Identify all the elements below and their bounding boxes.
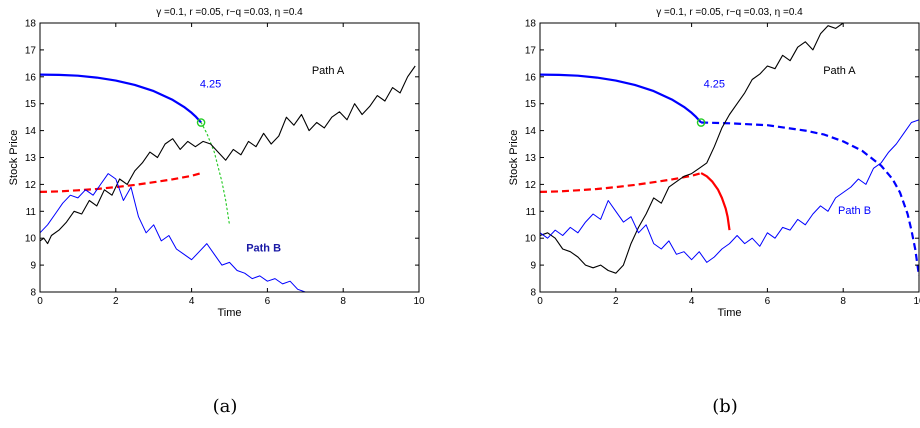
chart-title: γ =0.1, r =0.05, r−q =0.03, η =0.4: [656, 7, 803, 18]
y-tick-label: 17: [25, 45, 37, 56]
annotation-path-b: Path B: [246, 243, 281, 255]
x-axis-label: Time: [217, 307, 241, 319]
y-tick-label: 12: [25, 180, 37, 191]
annotation-path-a: Path A: [823, 65, 856, 77]
y-tick-label: 11: [26, 207, 37, 218]
series-line-2: [200, 121, 231, 226]
x-tick-label: 10: [413, 296, 425, 307]
series-line-6: [540, 119, 919, 263]
series-line-3: [540, 172, 702, 193]
y-tick-label: 16: [25, 72, 37, 83]
y-tick-label: 11: [526, 207, 537, 218]
y-tick-label: 13: [525, 153, 537, 164]
series-line-4: [700, 172, 731, 231]
y-tick-label: 10: [525, 234, 537, 245]
annotation-4-25: 4.25: [200, 79, 221, 91]
y-tick-label: 9: [530, 261, 536, 272]
x-tick-label: 4: [689, 296, 695, 307]
x-tick-label: 6: [765, 296, 771, 307]
y-tick-label: 12: [525, 180, 537, 191]
y-tick-label: 18: [25, 19, 37, 30]
y-tick-label: 8: [30, 288, 36, 299]
y-tick-label: 17: [525, 45, 537, 56]
x-tick-label: 8: [340, 296, 346, 307]
x-tick-label: 2: [613, 296, 619, 307]
x-tick-label: 2: [113, 296, 119, 307]
y-tick-label: 15: [525, 99, 537, 110]
series-group: [540, 23, 919, 277]
series-line-1: [40, 73, 202, 124]
y-tick-label: 9: [30, 261, 36, 272]
y-tick-label: 10: [25, 234, 37, 245]
x-tick-label: 8: [840, 296, 846, 307]
chart-title: γ =0.1, r =0.05, r−q =0.03, η =0.4: [156, 7, 303, 18]
y-tick-label: 18: [525, 19, 537, 30]
chart-panel-1: γ =0.1, r =0.05, r−q =0.03, η =0.4 0 2 4 6 8 1…: [8, 7, 425, 417]
exercise-point-marker: [696, 118, 706, 127]
y-axis-label: Stock Price: [508, 130, 520, 186]
subfigure-caption: (b): [712, 396, 738, 417]
plot-frame: [39, 22, 420, 293]
y-tick-label: 16: [525, 72, 537, 83]
plot-frame: [539, 22, 920, 293]
x-tick-label: 10: [913, 296, 920, 307]
y-tick-label: 14: [525, 126, 537, 137]
series-line-5: [540, 23, 844, 274]
y-tick-label: 14: [25, 126, 37, 137]
annotation-path-a: Path A: [312, 65, 345, 77]
chart-panel-2: γ =0.1, r =0.05, r−q =0.03, η =0.4 0 2 4 6 8 1…: [508, 7, 920, 417]
series-line-2: [701, 121, 919, 277]
y-tick-label: 15: [25, 99, 37, 110]
series-line-1: [540, 73, 702, 124]
x-tick-label: 4: [189, 296, 195, 307]
exercise-point-marker: [196, 118, 206, 127]
series-line-3: [40, 172, 202, 193]
annotation-4-25: 4.25: [704, 79, 725, 91]
annotation-path-b: Path B: [838, 205, 871, 217]
series-group: [40, 65, 416, 292]
subfigure-caption: (a): [213, 396, 238, 417]
x-tick-label: 6: [265, 296, 271, 307]
x-axis-label: Time: [717, 307, 741, 319]
series-line-5: [40, 173, 306, 292]
x-tick-label: 0: [37, 296, 43, 307]
y-axis-label: Stock Price: [8, 130, 20, 186]
x-tick-label: 0: [537, 296, 543, 307]
series-line-4: [40, 65, 416, 245]
y-tick-label: 13: [25, 153, 37, 164]
y-tick-label: 8: [530, 288, 536, 299]
